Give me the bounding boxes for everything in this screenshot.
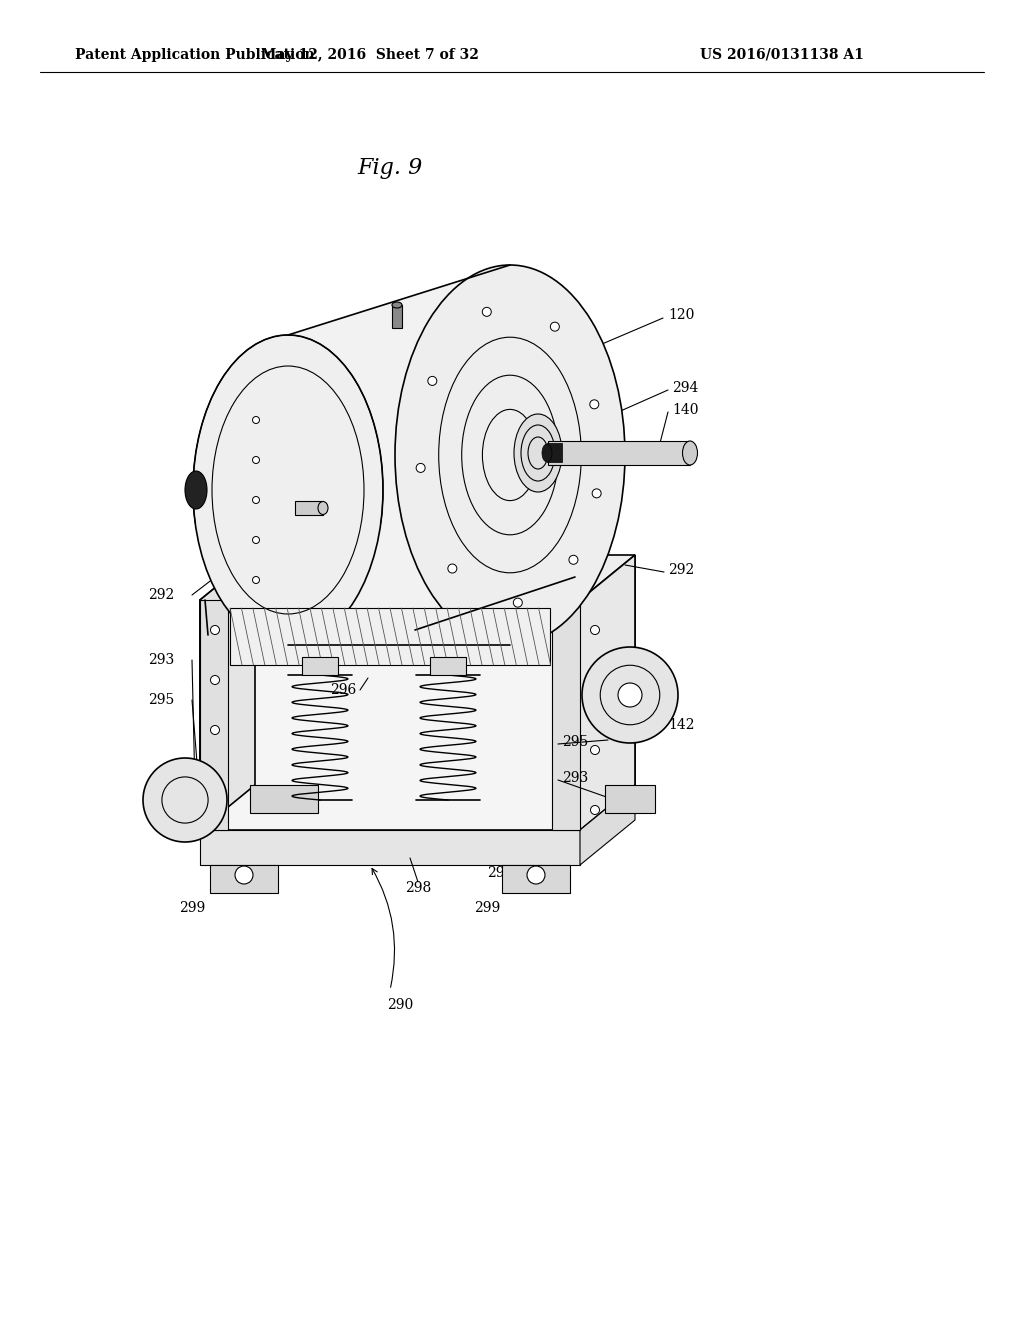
Ellipse shape [185, 471, 207, 510]
Ellipse shape [211, 626, 219, 635]
Text: 297: 297 [486, 866, 513, 880]
Ellipse shape [253, 496, 259, 503]
Polygon shape [200, 601, 580, 830]
Text: 295: 295 [562, 735, 588, 748]
Ellipse shape [592, 488, 601, 498]
Polygon shape [580, 554, 635, 830]
Text: 292: 292 [668, 564, 694, 577]
Ellipse shape [582, 647, 678, 743]
Ellipse shape [513, 598, 522, 607]
Ellipse shape [416, 463, 425, 473]
Text: Fig. 9: Fig. 9 [357, 157, 423, 180]
Text: 290: 290 [387, 998, 413, 1012]
Polygon shape [200, 554, 635, 601]
Text: 297: 297 [219, 873, 245, 887]
Bar [230, 609, 550, 665]
Polygon shape [295, 502, 323, 515]
Text: Patent Application Publication: Patent Application Publication [75, 48, 314, 62]
Bar [430, 657, 466, 675]
Polygon shape [580, 785, 635, 865]
Text: 292: 292 [148, 587, 174, 602]
Ellipse shape [253, 577, 259, 583]
Ellipse shape [591, 685, 599, 694]
Text: 296: 296 [330, 682, 356, 697]
Ellipse shape [482, 308, 492, 317]
Ellipse shape [569, 556, 578, 564]
Text: 299: 299 [474, 902, 500, 915]
Text: May 12, 2016  Sheet 7 of 32: May 12, 2016 Sheet 7 of 32 [261, 48, 479, 62]
Text: 293: 293 [562, 771, 588, 785]
Ellipse shape [683, 441, 697, 465]
Polygon shape [552, 601, 580, 830]
Text: US 2016/0131138 A1: US 2016/0131138 A1 [700, 48, 864, 62]
Polygon shape [548, 441, 690, 465]
Polygon shape [210, 865, 278, 894]
Ellipse shape [211, 726, 219, 734]
Ellipse shape [542, 444, 552, 462]
Ellipse shape [211, 676, 219, 685]
Polygon shape [392, 305, 402, 327]
Ellipse shape [253, 457, 259, 463]
Text: 298: 298 [404, 880, 431, 895]
Polygon shape [502, 865, 570, 894]
Ellipse shape [318, 502, 328, 515]
Bar [302, 657, 338, 675]
Text: 142: 142 [668, 718, 694, 733]
Text: 299: 299 [179, 902, 205, 915]
Ellipse shape [234, 866, 253, 884]
Ellipse shape [193, 335, 383, 645]
Polygon shape [200, 601, 228, 830]
Text: 140: 140 [672, 403, 698, 417]
Polygon shape [250, 785, 318, 813]
Ellipse shape [253, 536, 259, 544]
Ellipse shape [253, 417, 259, 424]
Ellipse shape [591, 626, 599, 635]
Text: 295: 295 [148, 693, 174, 708]
Polygon shape [580, 554, 635, 830]
Polygon shape [605, 785, 655, 813]
Ellipse shape [590, 400, 599, 409]
Polygon shape [200, 554, 255, 830]
Polygon shape [288, 265, 510, 645]
Text: 296: 296 [430, 665, 457, 678]
Ellipse shape [591, 805, 599, 814]
Ellipse shape [395, 265, 625, 645]
Ellipse shape [550, 322, 559, 331]
Ellipse shape [392, 302, 402, 308]
Ellipse shape [514, 414, 562, 492]
Ellipse shape [211, 776, 219, 784]
Text: 293: 293 [148, 653, 174, 667]
Ellipse shape [527, 866, 545, 884]
Ellipse shape [591, 746, 599, 755]
Ellipse shape [143, 758, 227, 842]
Ellipse shape [618, 682, 642, 708]
Ellipse shape [447, 564, 457, 573]
Polygon shape [547, 444, 562, 462]
Polygon shape [200, 830, 580, 865]
Text: 294: 294 [672, 381, 698, 395]
Ellipse shape [428, 376, 437, 385]
Text: 120: 120 [668, 308, 694, 322]
